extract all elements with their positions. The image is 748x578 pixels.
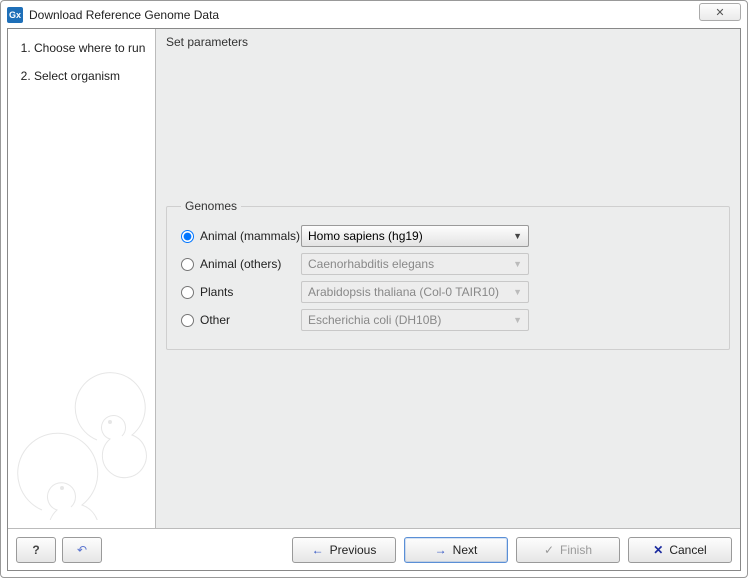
check-icon: ✓	[544, 544, 554, 556]
wizard-footer: ? ↶ ← Previous → Next ✓ Finish	[8, 528, 740, 570]
radio-input[interactable]	[181, 286, 194, 299]
wizard-step: Select organism	[34, 69, 147, 83]
genome-row: Animal (others) Caenorhabditis elegans ▼	[181, 251, 715, 277]
radio-label: Plants	[200, 285, 233, 299]
combo-animal-others: Caenorhabditis elegans ▼	[301, 253, 529, 275]
content-frame: Choose where to run Select organism Set …	[7, 28, 741, 571]
combo-value: Caenorhabditis elegans	[308, 257, 434, 271]
genomes-fieldset: Genomes Animal (mammals) Homo sapiens (h…	[166, 199, 730, 350]
undo-icon: ↶	[77, 544, 87, 556]
window-close-button[interactable]: ✕	[699, 3, 741, 21]
combo-plants: Arabidopsis thaliana (Col-0 TAIR10) ▼	[301, 281, 529, 303]
genome-row: Other Escherichia coli (DH10B) ▼	[181, 307, 715, 333]
button-label: Next	[453, 543, 478, 557]
footer-left: ? ↶	[16, 537, 102, 563]
app-icon: Gx	[7, 7, 23, 23]
genome-row: Animal (mammals) Homo sapiens (hg19) ▼	[181, 223, 715, 249]
wizard-steps-list: Choose where to run Select organism	[16, 41, 147, 83]
reset-button[interactable]: ↶	[62, 537, 102, 563]
chevron-down-icon: ▼	[513, 315, 522, 325]
radio-animal-others[interactable]: Animal (others)	[181, 257, 301, 271]
close-icon: ✕	[715, 6, 724, 19]
combo-animal-mammals[interactable]: Homo sapiens (hg19) ▼	[301, 225, 529, 247]
radio-input[interactable]	[181, 258, 194, 271]
finish-button: ✓ Finish	[516, 537, 620, 563]
cancel-button[interactable]: ✕ Cancel	[628, 537, 732, 563]
radio-plants[interactable]: Plants	[181, 285, 301, 299]
button-label: Cancel	[669, 543, 706, 557]
main-area: Choose where to run Select organism Set …	[8, 29, 740, 528]
arrow-left-icon: ←	[312, 544, 324, 556]
dialog-window: Gx Download Reference Genome Data ✕ Choo…	[0, 0, 748, 578]
radio-label: Animal (others)	[200, 257, 281, 271]
genomes-legend: Genomes	[181, 199, 241, 213]
radio-label: Animal (mammals)	[200, 229, 300, 243]
chevron-down-icon: ▼	[513, 259, 522, 269]
button-label: Previous	[330, 543, 377, 557]
arrow-right-icon: →	[435, 544, 447, 556]
chevron-down-icon: ▼	[513, 287, 522, 297]
combo-value: Escherichia coli (DH10B)	[308, 313, 441, 327]
radio-input[interactable]	[181, 314, 194, 327]
radio-label: Other	[200, 313, 230, 327]
footer-right: ← Previous → Next ✓ Finish ✕ Cancel	[292, 537, 732, 563]
decorative-swirl	[12, 370, 152, 520]
radio-input[interactable]	[181, 230, 194, 243]
combo-value: Homo sapiens (hg19)	[308, 229, 423, 243]
wizard-steps-sidebar: Choose where to run Select organism	[8, 29, 156, 528]
radio-other[interactable]: Other	[181, 313, 301, 327]
wizard-step: Choose where to run	[34, 41, 147, 55]
genome-row: Plants Arabidopsis thaliana (Col-0 TAIR1…	[181, 279, 715, 305]
title-bar: Gx Download Reference Genome Data ✕	[1, 1, 747, 28]
next-button[interactable]: → Next	[404, 537, 508, 563]
help-icon: ?	[32, 544, 39, 556]
previous-button[interactable]: ← Previous	[292, 537, 396, 563]
combo-value: Arabidopsis thaliana (Col-0 TAIR10)	[308, 285, 499, 299]
parameters-panel: Set parameters Genomes Animal (mammals) …	[156, 29, 740, 528]
panel-title: Set parameters	[166, 35, 730, 49]
combo-other: Escherichia coli (DH10B) ▼	[301, 309, 529, 331]
chevron-down-icon: ▼	[513, 231, 522, 241]
help-button[interactable]: ?	[16, 537, 56, 563]
window-title: Download Reference Genome Data	[29, 8, 219, 22]
radio-animal-mammals[interactable]: Animal (mammals)	[181, 229, 301, 243]
button-label: Finish	[560, 543, 592, 557]
x-icon: ✕	[653, 544, 663, 556]
